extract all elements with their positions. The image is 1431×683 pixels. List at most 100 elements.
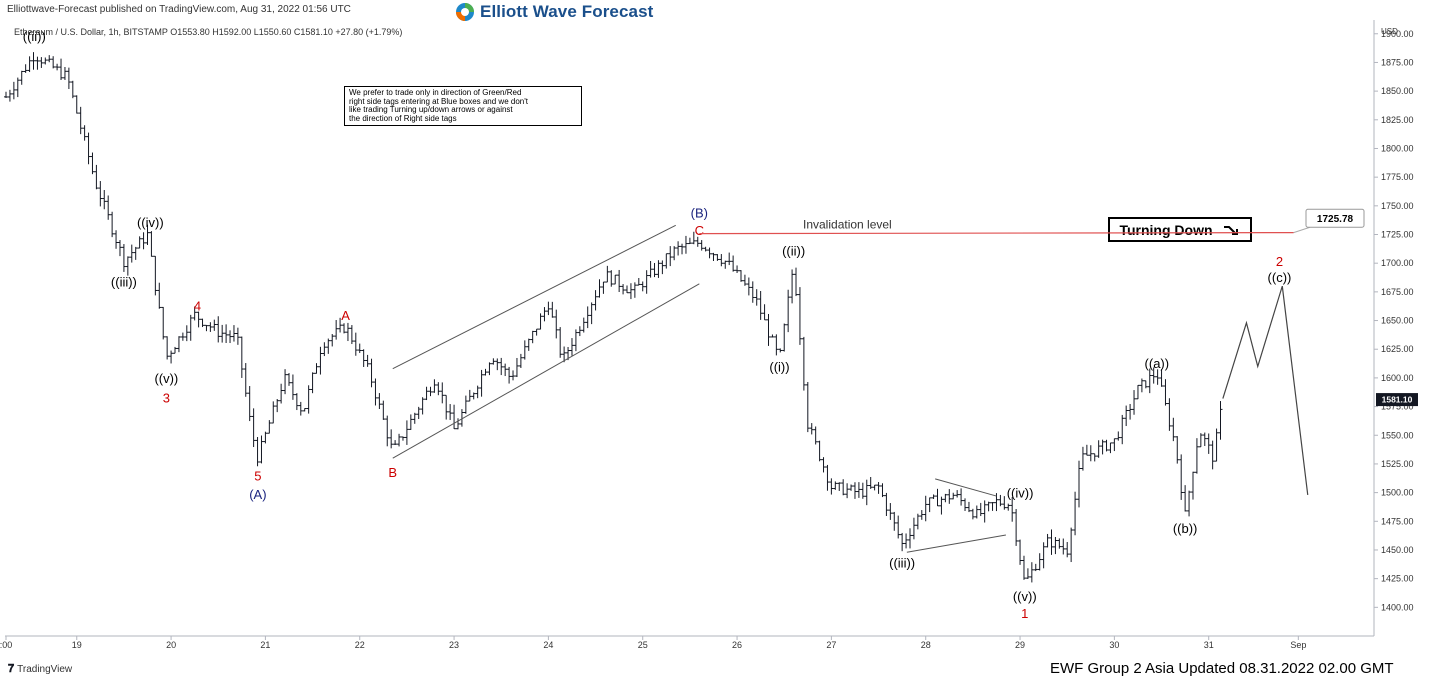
ohlc-bar: [231, 325, 236, 342]
ohlc-bar: [841, 479, 846, 496]
y-tick-label: 1775.00: [1381, 172, 1414, 182]
x-tick-label: 23: [449, 640, 459, 650]
ohlc-bar: [15, 77, 20, 98]
ohlc-bar: [102, 190, 107, 210]
x-tick-label: 27: [826, 640, 836, 650]
ohlc-bar: [302, 408, 307, 412]
projection-path: [1222, 285, 1309, 495]
ohlc-bar: [522, 340, 527, 360]
ohlc-bar: [955, 490, 960, 498]
ohlc-bar: [719, 254, 724, 267]
ohlc-bar: [982, 500, 987, 523]
turning-down-badge: Turning Down: [1108, 217, 1252, 242]
y-tick-label: 1850.00: [1381, 86, 1414, 96]
wave-label: ((b)): [1173, 521, 1198, 536]
x-tick-label: 24: [543, 640, 553, 650]
ohlc-bar: [974, 505, 979, 519]
ohlc-bar: [794, 267, 799, 297]
ohlc-bar: [931, 494, 936, 499]
ohlc-bar: [750, 281, 755, 303]
ohlc-bar: [1053, 537, 1058, 555]
ohlc-bar: [82, 125, 87, 141]
ohlc-bar: [809, 423, 814, 435]
ohlc-bar: [864, 479, 869, 506]
ohlc-bar: [970, 508, 975, 520]
ohlc-bar: [412, 412, 417, 424]
ohlc-bar: [385, 415, 390, 447]
ohlc-bar: [322, 342, 327, 357]
ohlc-bar: [90, 152, 95, 175]
ohlc-bar: [849, 484, 854, 491]
ohlc-bar: [691, 231, 696, 245]
chart-overlays: [392, 224, 1309, 553]
wave-label: C: [695, 223, 704, 238]
ohlc-bar: [601, 281, 606, 294]
ohlc-bars: [4, 52, 1223, 583]
wave-label: ((a)): [1145, 356, 1170, 371]
ohlc-bar: [963, 498, 968, 511]
ohlc-bar: [377, 393, 382, 410]
wave-label: B: [388, 465, 397, 480]
ohlc-bar: [680, 243, 685, 255]
ewf-logo-text: Elliott Wave Forecast: [480, 2, 654, 21]
y-tick-label: 1825.00: [1381, 115, 1414, 125]
ohlc-bar: [334, 320, 339, 340]
invalidation-line: [699, 232, 1294, 235]
ohlc-bar: [994, 493, 999, 512]
ohlc-bar: [1175, 436, 1180, 464]
ohlc-bar: [459, 409, 464, 427]
y-tick-label: 1550.00: [1381, 430, 1414, 440]
ohlc-bar: [1218, 401, 1223, 440]
y-tick-label: 1700.00: [1381, 258, 1414, 268]
ohlc-bar: [157, 282, 162, 309]
ohlc-bar: [978, 502, 983, 517]
ohlc-bar: [546, 301, 551, 316]
ohlc-bar: [558, 327, 563, 358]
ohlc-bar: [290, 374, 295, 400]
ohlc-bar: [298, 401, 303, 416]
ohlc-bar: [224, 324, 229, 344]
ohlc-bar: [1045, 533, 1050, 548]
ohlc-bar: [310, 372, 315, 394]
note-line: like trading Turning up/down arrows or a…: [349, 105, 513, 114]
ohlc-bar: [731, 255, 736, 272]
ohlc-bar: [711, 252, 716, 262]
ohlc-bar: [330, 334, 335, 347]
ohlc-bar: [1037, 553, 1042, 571]
ohlc-bar: [1132, 390, 1137, 415]
ohlc-bar: [943, 493, 948, 503]
wave-label: ((v)): [1013, 589, 1037, 604]
published-line: Elliottwave-Forecast published on Tradin…: [7, 4, 351, 15]
ohlc-bar: [436, 382, 441, 396]
ohlc-bar: [243, 363, 248, 397]
ohlc-bar: [306, 385, 311, 414]
ohlc-bar: [357, 343, 362, 354]
ohlc-bar: [699, 240, 704, 251]
ohlc-bar: [959, 488, 964, 506]
ohlc-bar: [78, 106, 83, 135]
ohlc-bar: [408, 414, 413, 430]
ohlc-bar: [200, 318, 205, 328]
ohlc-bar: [821, 457, 826, 473]
ohlc-bar: [868, 476, 873, 489]
x-axis-ticks: :00 19 20 21 22 23 24 25 26 27 28 29 30 31 Sep: [0, 636, 1306, 650]
turning-down-label: Turning Down: [1119, 221, 1213, 238]
ohlc-bar: [636, 277, 641, 286]
ohlc-bar: [923, 495, 928, 522]
ohlc-bar: [7, 89, 12, 102]
wave-label: 4: [194, 299, 201, 314]
ohlc-bar: [19, 70, 24, 85]
wave-label: ((ii)): [782, 244, 805, 259]
ohlc-bar: [369, 358, 374, 388]
ohlc-bar: [648, 261, 653, 278]
wave-label: ((ii)): [23, 29, 46, 44]
ohlc-bar: [483, 368, 488, 376]
ohlc-bar: [4, 91, 8, 99]
invalidation-label: Invalidation level: [803, 218, 892, 232]
ohlc-bar: [526, 338, 531, 351]
ohlc-bar: [617, 269, 622, 293]
ohlc-bar: [1159, 369, 1164, 387]
ohlc-bar: [271, 401, 276, 424]
ewf-logo: Elliott Wave Forecast: [455, 2, 653, 22]
